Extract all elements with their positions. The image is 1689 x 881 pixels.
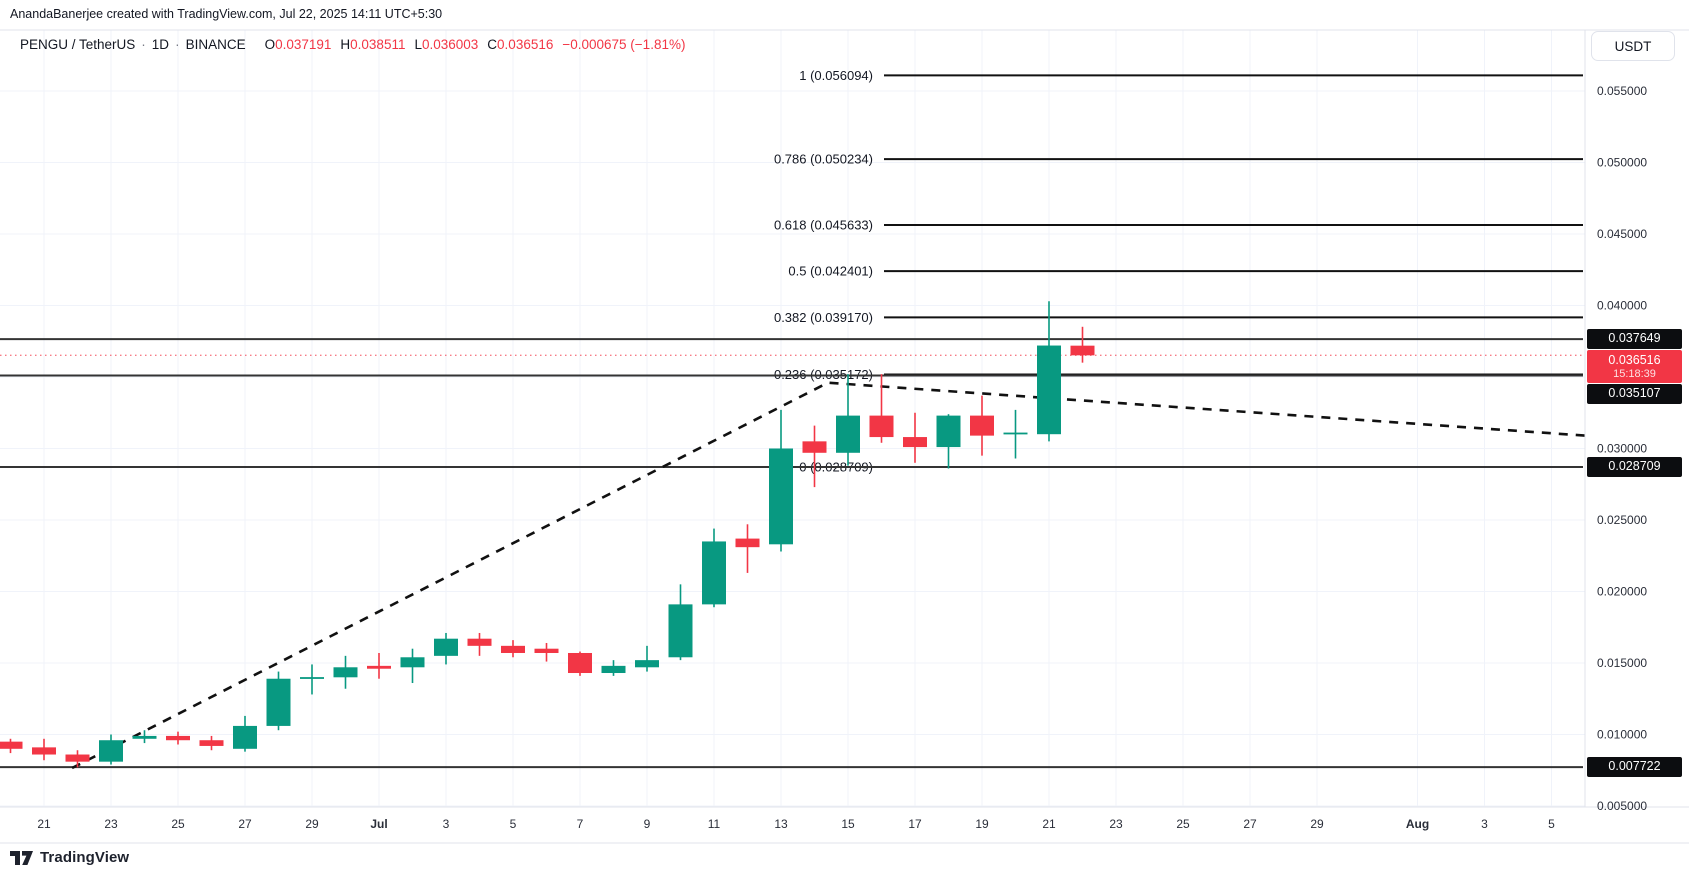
candle-body-jul-20[interactable] xyxy=(1003,432,1028,435)
candle-body-jul-4[interactable] xyxy=(467,638,492,646)
legend-h-key: H xyxy=(340,37,351,52)
price-tick-label[interactable]: 0.025000 xyxy=(1597,513,1647,527)
legend-o-value: 0.037191 xyxy=(275,37,332,52)
candle-body-jul-6[interactable] xyxy=(534,648,559,653)
time-tick-label[interactable]: 27 xyxy=(238,817,252,831)
fib-label-0.382: 0.382 (0.039170) xyxy=(774,310,873,325)
time-tick-label[interactable]: 23 xyxy=(1109,817,1123,831)
price-tick-label[interactable]: 0.005000 xyxy=(1597,799,1647,813)
price-tick-label[interactable]: 0.045000 xyxy=(1597,227,1647,241)
candle-body-jul-15[interactable] xyxy=(836,415,860,453)
legend-l-value: 0.036003 xyxy=(421,37,479,52)
legend-interval[interactable]: 1D xyxy=(151,37,170,52)
time-tick-label[interactable]: 19 xyxy=(975,817,989,831)
candle-body-jul-10[interactable] xyxy=(668,604,693,658)
time-tick-label[interactable]: Aug xyxy=(1406,817,1429,831)
time-tick-label[interactable]: 3 xyxy=(443,817,450,831)
time-tick-label[interactable]: 3 xyxy=(1481,817,1488,831)
legend-exchange[interactable]: BINANCE xyxy=(185,37,246,52)
tradingview-logo-text: TradingView xyxy=(40,849,130,866)
candle-body-jul-18[interactable] xyxy=(936,415,961,448)
time-tick-label[interactable]: 17 xyxy=(908,817,922,831)
candle-body-jun-24[interactable] xyxy=(132,735,157,739)
time-tick-label[interactable]: 23 xyxy=(104,817,118,831)
candle-body-jul-22[interactable] xyxy=(1070,345,1095,356)
price-tick-label[interactable]: 0.050000 xyxy=(1597,156,1647,170)
legend-change-value: −0.000675 (−1.81%) xyxy=(562,37,686,52)
candle-body-jul-5[interactable] xyxy=(501,645,525,653)
time-tick-label[interactable]: 21 xyxy=(37,817,51,831)
candle-body-jun-21[interactable] xyxy=(32,747,56,755)
time-tick-label[interactable]: 21 xyxy=(1042,817,1056,831)
legend-c-key: C xyxy=(487,37,498,52)
attribution-text: AnandaBanerjee created with TradingView.… xyxy=(10,7,443,21)
legend-l-key: L xyxy=(414,37,422,52)
candle-body-jun-27[interactable] xyxy=(233,725,257,749)
candle-body-jun-26[interactable] xyxy=(199,740,224,746)
legend-ohlc-values: O 0.037191 H 0.038511 L 0.036003 C 0.036516 −0.0… xyxy=(256,37,686,52)
price-tick-label[interactable]: 0.030000 xyxy=(1597,442,1647,456)
trend-line[interactable] xyxy=(71,381,1586,770)
price-tick-label[interactable]: 0.020000 xyxy=(1597,585,1647,599)
time-tick-label[interactable]: 29 xyxy=(1310,817,1324,831)
price-tick-label[interactable]: 0.040000 xyxy=(1597,299,1647,313)
candle-body-jun-23[interactable] xyxy=(99,740,123,762)
candle-body-jul-7[interactable] xyxy=(568,652,592,674)
time-tick-label[interactable]: Jul xyxy=(370,817,387,831)
candle-body-jun-25[interactable] xyxy=(166,735,190,741)
tradingview-logo[interactable]: TradingView xyxy=(10,849,129,866)
candle-body-jul-11[interactable] xyxy=(702,541,726,605)
fib-label-0.5: 0.5 (0.042401) xyxy=(788,264,873,279)
chart-legend: PENGU / TetherUS · 1D · BINANCE O 0.03719… xyxy=(20,37,685,52)
candle-body-jun-30[interactable] xyxy=(333,667,358,678)
candle-body-jul-8[interactable] xyxy=(601,665,626,674)
candle-body-jul-14[interactable] xyxy=(802,441,827,453)
legend-separator: · xyxy=(175,37,180,52)
time-tick-label[interactable]: 29 xyxy=(305,817,319,831)
fib-label-1: 1 (0.056094) xyxy=(799,68,873,83)
time-tick-label[interactable]: 7 xyxy=(577,817,584,831)
candle-body-jul-21[interactable] xyxy=(1037,345,1061,435)
candle-body-jul-3[interactable] xyxy=(434,638,458,656)
time-tick-label[interactable]: 5 xyxy=(510,817,517,831)
time-tick-label[interactable]: 9 xyxy=(644,817,651,831)
candle-body-jul-9[interactable] xyxy=(635,660,659,668)
legend-h-value: 0.038511 xyxy=(350,37,406,52)
time-tick-label[interactable]: 27 xyxy=(1243,817,1257,831)
candle-body-jul-16[interactable] xyxy=(869,415,894,438)
candle-body-jul-17[interactable] xyxy=(903,437,927,448)
legend-c-value: 0.036516 xyxy=(497,37,554,52)
legend-o-key: O xyxy=(264,37,276,52)
candle-body-jun-22[interactable] xyxy=(65,754,90,762)
candle-body-jun-28[interactable] xyxy=(266,678,291,726)
time-tick-label[interactable]: 5 xyxy=(1548,817,1555,831)
candle-body-jul-12[interactable] xyxy=(735,538,760,548)
candle-body-jul-1[interactable] xyxy=(367,665,391,669)
price-tick-label[interactable]: 0.010000 xyxy=(1597,728,1647,742)
time-tick-label[interactable]: 13 xyxy=(774,817,788,831)
fib-label-0.618: 0.618 (0.045633) xyxy=(774,217,873,232)
candle-body-jul-2[interactable] xyxy=(400,657,425,668)
candle-body-jul-19[interactable] xyxy=(970,415,994,436)
time-tick-label[interactable]: 25 xyxy=(1176,817,1190,831)
candle-body-jun-20[interactable] xyxy=(0,741,23,749)
tradingview-logo-icon xyxy=(10,850,33,865)
time-tick-label[interactable]: 15 xyxy=(841,817,855,831)
price-tick-label[interactable]: 0.015000 xyxy=(1597,656,1647,670)
currency-toggle-button[interactable]: USDT xyxy=(1591,31,1675,61)
fib-label-0.786: 0.786 (0.050234) xyxy=(774,152,873,167)
time-tick-label[interactable]: 25 xyxy=(171,817,185,831)
legend-separator: · xyxy=(141,37,146,52)
candle-body-jul-13[interactable] xyxy=(769,448,793,545)
candle-body-jun-29[interactable] xyxy=(300,677,324,679)
time-tick-label[interactable]: 11 xyxy=(708,817,721,831)
price-tick-label[interactable]: 0.055000 xyxy=(1597,84,1647,98)
legend-symbol[interactable]: PENGU / TetherUS xyxy=(20,37,136,52)
